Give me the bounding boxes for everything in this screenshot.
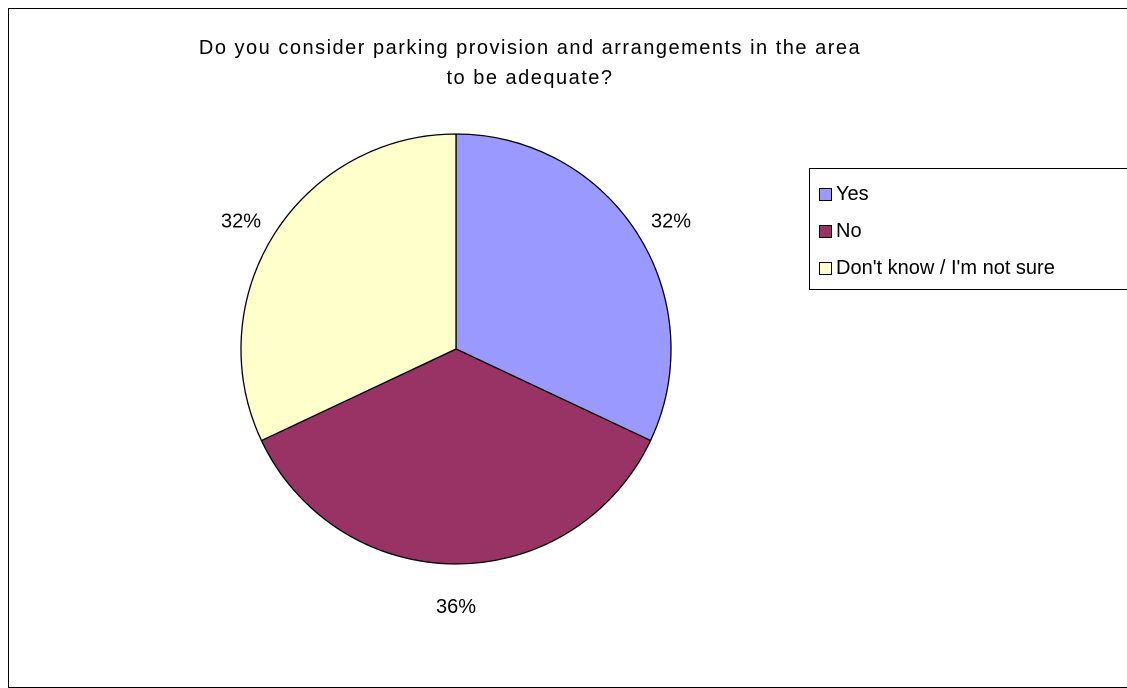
legend-label-no: No [836,220,862,242]
legend-swatch-no [819,225,832,238]
legend-label-yes: Yes [836,183,869,205]
chart-title: Do you consider parking provision and ar… [30,33,1030,93]
pie-chart: 32% 36% 32% [221,133,691,619]
legend-swatch-yes [819,188,832,201]
pie-slices [240,133,672,565]
legend-item-yes: Yes [810,176,1127,213]
legend-item-no: No [810,213,1127,250]
data-label-no: 36% [436,596,476,618]
chart-title-line-2: to be adequate? [446,67,614,89]
data-label-yes: 32% [651,211,691,233]
pie-slice-no [260,348,652,565]
legend-label-dont-know: Don't know / I'm not sure [836,257,1055,279]
chart-title-line-1: Do you consider parking provision and ar… [198,37,862,59]
pie-labels: 32% 36% 32% [221,211,691,619]
pie-slice-yes [455,133,672,442]
chart-legend: Yes No Don't know / I'm not sure [809,168,1127,290]
legend-item-dont-know: Don't know / I'm not sure [810,250,1127,287]
data-label-don-t-know-i-m-not-sure: 32% [221,211,261,233]
pie-slice-don-t-know-i-m-not-sure [240,133,457,442]
legend-swatch-dont-know [819,262,832,275]
